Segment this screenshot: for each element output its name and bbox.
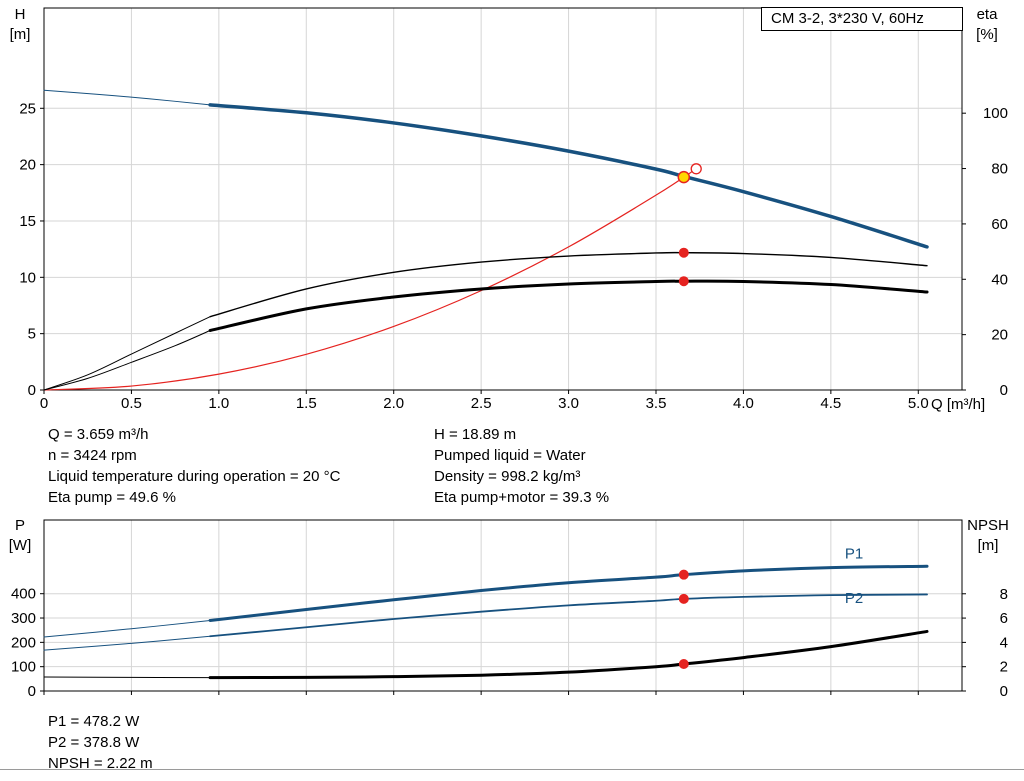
x-tick-label: 5.0 (908, 395, 929, 412)
y-right-tick-label: 6 (1000, 610, 1008, 627)
y-left-tick-label: 100 (11, 659, 36, 676)
h-axis-symbol: H (14, 6, 26, 23)
power-p2-line: P2 = 378.8 W (48, 734, 140, 751)
p2-curve-extension (43, 635, 211, 651)
y-right-tick-label: 0 (1000, 382, 1008, 399)
power-p1-line: P1 = 478.2 W (48, 713, 140, 730)
y-left-tick-label: 200 (11, 634, 36, 651)
pump-title-box: CM 3-2, 3*230 V, 60Hz (761, 7, 963, 31)
power-npsh-line: NPSH = 2.22 m (48, 755, 153, 772)
qh-x-axis-title: Q [m³/h] (931, 396, 986, 413)
y-left-tick-label: 0 (28, 683, 36, 700)
duty-liquid-line: Pumped liquid = Water (434, 447, 586, 464)
p1-curve (208, 564, 929, 622)
npsh-axis-unit: [m] (977, 537, 999, 554)
y-right-tick-label: 100 (983, 105, 1008, 122)
p-axis-symbol: P (14, 517, 25, 534)
eta-pump-motor-curve (208, 279, 929, 332)
p-axis-unit: [W] (8, 537, 32, 554)
y-right-tick-label: 4 (1000, 634, 1008, 651)
x-tick-label: 3.5 (646, 395, 667, 412)
eta-pump-motor-marker (678, 276, 689, 287)
duty-head-line: H = 18.89 m (434, 426, 517, 443)
x-tick-label: 1.5 (296, 395, 317, 412)
qh-eta-chart-frame (43, 7, 963, 391)
x-tick-label: 4.0 (733, 395, 754, 412)
y-left-tick-label: 15 (19, 213, 36, 230)
p1-curve-extension (43, 619, 211, 638)
y-right-tick-label: 2 (1000, 659, 1008, 676)
eta-pump-motor-extension (43, 329, 211, 391)
y-left-tick-label: 10 (19, 269, 36, 286)
duty-temperature-line: Liquid temperature during operation = 20… (48, 468, 341, 485)
duty-eta-pump-line: Eta pump = 49.6 % (48, 489, 176, 506)
y-right-tick-label: 0 (1000, 683, 1008, 700)
footer-divider (0, 769, 1024, 770)
eta-axis-unit: [%] (976, 26, 998, 43)
y-right-tick-label: 20 (991, 327, 1008, 344)
p1-curve-label: P1 (845, 545, 863, 562)
p2-curve (209, 593, 928, 638)
duty-point-marker (677, 170, 691, 184)
y-left-tick-label: 25 (19, 100, 36, 117)
duty-eta-total-line: Eta pump+motor = 39.3 % (434, 489, 610, 506)
head-curve (208, 103, 929, 249)
y-right-tick-label: 40 (991, 271, 1008, 288)
p1-marker (678, 569, 689, 580)
p2-curve-label: P2 (845, 590, 863, 607)
x-tick-label: 1.0 (208, 395, 229, 412)
qh-left-axis-title: H [m] (0, 5, 40, 45)
duty-density-line: Density = 998.2 kg/m³ (434, 468, 581, 485)
duty-flow-line: Q = 3.659 m³/h (48, 426, 149, 443)
requested-duty-marker (690, 163, 702, 175)
y-left-tick-label: 400 (11, 586, 36, 603)
npsh-axis-symbol: NPSH (967, 517, 1009, 534)
y-right-tick-label: 8 (1000, 586, 1008, 603)
duty-speed-line: n = 3424 rpm (48, 447, 137, 464)
power-right-axis-title: NPSH [m] (958, 516, 1018, 556)
y-left-tick-label: 20 (19, 157, 36, 174)
power-npsh-chart-frame (43, 519, 963, 692)
y-left-tick-label: 0 (28, 382, 36, 399)
y-left-tick-label: 300 (11, 610, 36, 627)
power-info-block: P1 = 478.2 W P2 = 378.8 W NPSH = 2.22 m (48, 711, 153, 774)
power-left-axis-title: P [W] (0, 516, 40, 556)
npsh-marker (678, 659, 689, 670)
y-right-tick-label: 80 (991, 161, 1008, 178)
y-right-tick-label: 60 (991, 216, 1008, 233)
system-curve (43, 168, 697, 391)
eta-pump-curve (209, 251, 928, 318)
x-tick-label: 0.5 (121, 395, 142, 412)
x-tick-label: 4.5 (820, 395, 841, 412)
eta-axis-symbol: eta (976, 6, 998, 23)
x-tick-label: 3.0 (558, 395, 579, 412)
qh-right-axis-title: eta [%] (962, 5, 1012, 45)
y-left-tick-label: 5 (28, 326, 36, 343)
eta-pump-extension (43, 316, 211, 391)
duty-info-right: H = 18.89 m Pumped liquid = Water Densit… (434, 424, 609, 508)
npsh-curve (208, 629, 929, 680)
npsh-curve-extension (43, 676, 211, 679)
x-tick-label: 2.5 (471, 395, 492, 412)
x-tick-label: 0 (40, 395, 48, 412)
eta-pump-marker (678, 247, 689, 258)
head-curve-extension (43, 89, 211, 106)
duty-info-left: Q = 3.659 m³/h n = 3424 rpm Liquid tempe… (48, 424, 340, 508)
x-tick-label: 2.0 (383, 395, 404, 412)
p2-marker (678, 593, 689, 604)
h-axis-unit: [m] (9, 26, 31, 43)
